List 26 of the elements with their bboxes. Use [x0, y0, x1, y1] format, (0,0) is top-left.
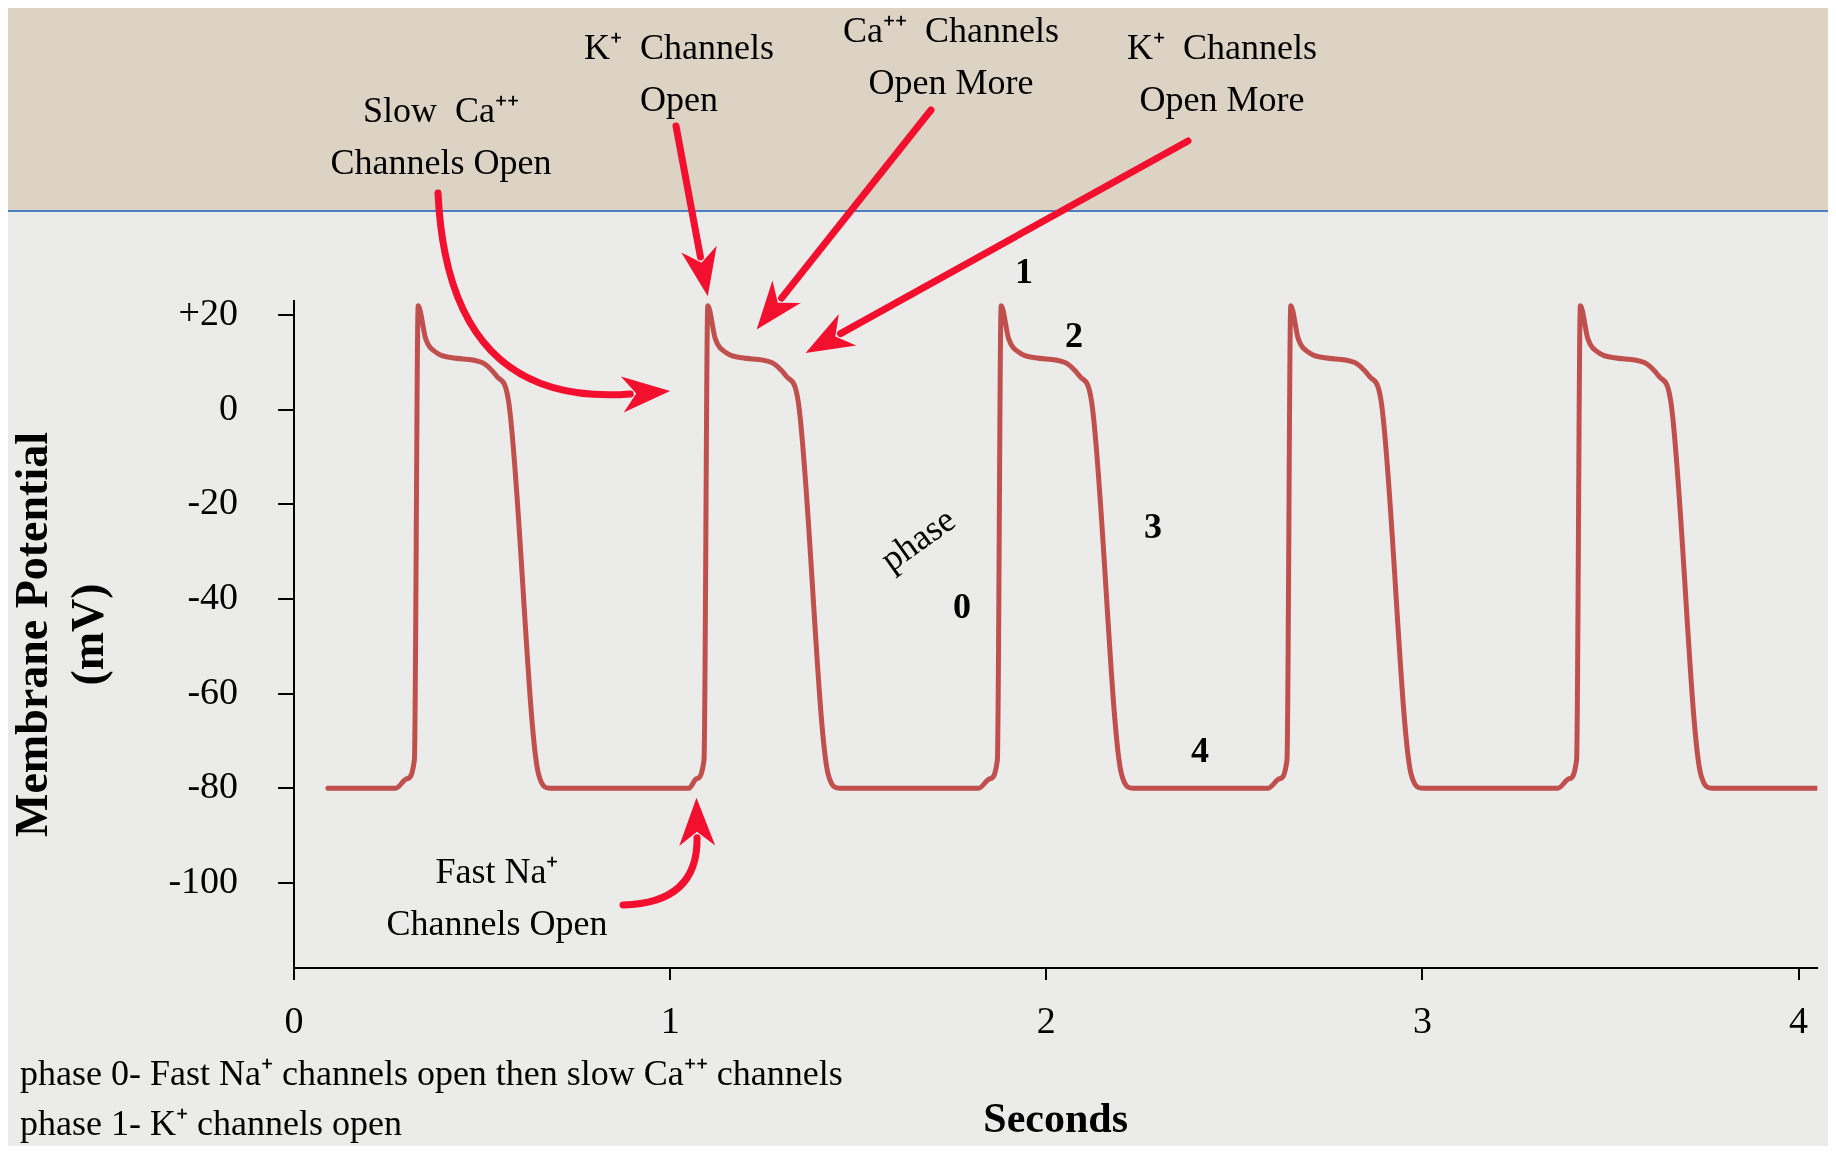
- y-axis-title: Membrane Potential (mV): [6, 432, 113, 837]
- text: phase 0- Fast Na⁺ channels open then slow Ca⁺⁺ channels: [20, 1053, 843, 1094]
- text: Slow Ca⁺⁺ Channels Open: [330, 90, 552, 183]
- x-axis-title: Seconds: [983, 1094, 1129, 1141]
- y-tick-label: -80: [187, 764, 239, 807]
- y-tick-label: -20: [187, 480, 239, 523]
- y-tick-label: 0: [219, 385, 239, 428]
- annotation: 0: [953, 586, 971, 627]
- text: K⁺ Channels Open More: [1127, 27, 1317, 120]
- y-tick-label: -40: [187, 575, 239, 618]
- annotation: 3: [1144, 506, 1162, 547]
- y-tick-label: +20: [178, 291, 239, 334]
- text: K⁺ Channels Open: [584, 27, 774, 120]
- x-tick-label: 2: [1036, 998, 1056, 1041]
- x-tick-label: 3: [1412, 998, 1432, 1041]
- text: 1: [1015, 251, 1033, 292]
- annotation: Fast Na⁺ Channels Open: [386, 851, 608, 944]
- x-tick-label: 0: [284, 998, 304, 1041]
- x-tick-label: 1: [660, 998, 680, 1041]
- x-tick-label: 4: [1789, 998, 1808, 1041]
- annotation: 4: [1191, 730, 1209, 771]
- text: Ca⁺⁺ Channels Open More: [843, 10, 1059, 103]
- annotation: 2: [1065, 315, 1083, 356]
- y-tick-label: -100: [168, 858, 239, 901]
- y-tick-label: -60: [187, 669, 239, 712]
- text: phase 1- K⁺ channels open: [20, 1103, 402, 1144]
